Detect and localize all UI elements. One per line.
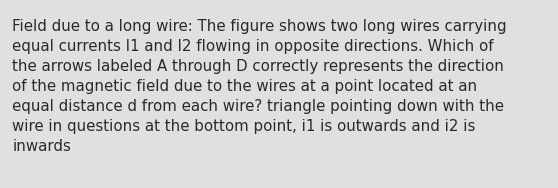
Text: Field due to a long wire: The figure shows two long wires carrying
equal current: Field due to a long wire: The figure sho… [12,19,507,154]
